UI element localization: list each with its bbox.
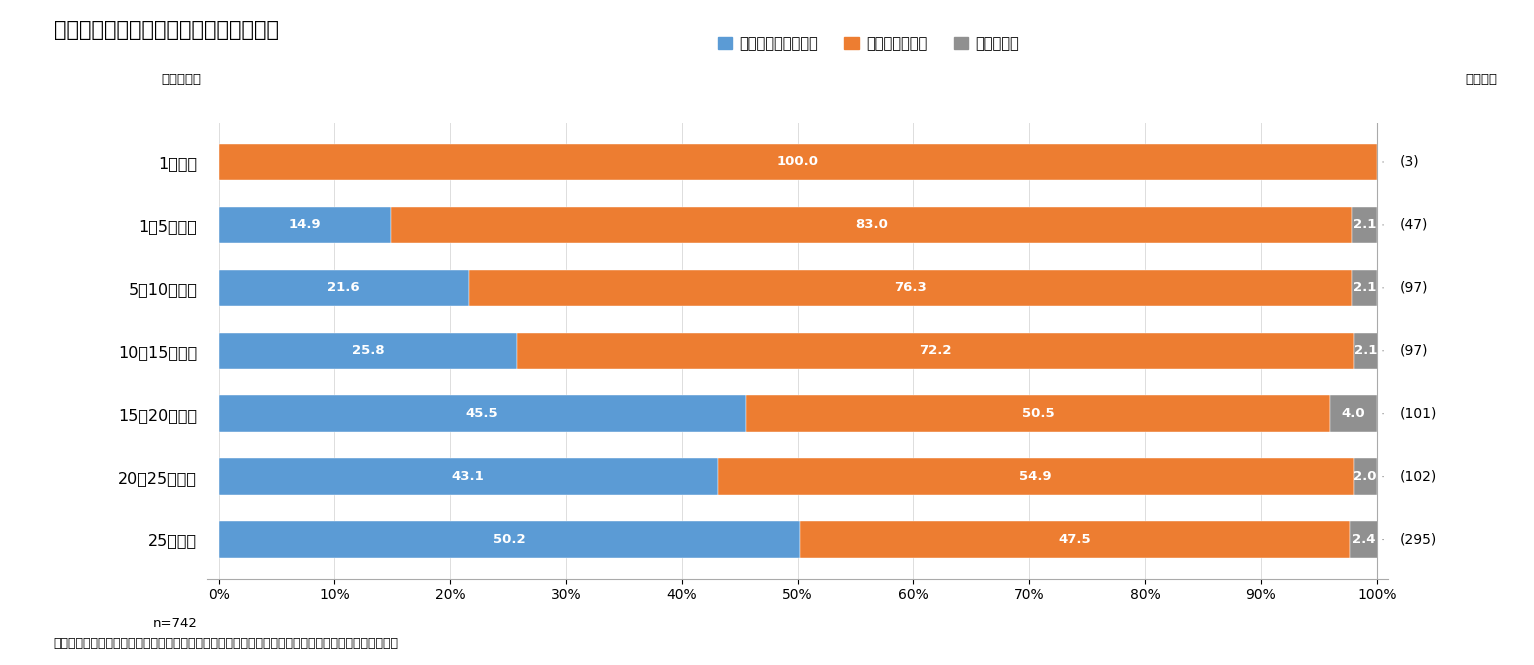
Bar	[219, 207, 391, 243]
Text: 21.6: 21.6	[327, 281, 360, 295]
Text: 2.1: 2.1	[1355, 344, 1378, 357]
Text: 2.4: 2.4	[1351, 533, 1376, 546]
Text: 100.0: 100.0	[776, 156, 819, 168]
Bar	[746, 396, 1330, 432]
Bar	[718, 458, 1353, 495]
Text: 47.5: 47.5	[1058, 533, 1091, 546]
Bar	[1330, 396, 1376, 432]
Text: 43.1: 43.1	[453, 470, 485, 483]
Text: (295): (295)	[1401, 533, 1437, 547]
Text: 図表１　筑年数別大規模修繕の実施実績: 図表１ 筑年数別大規模修繕の実施実績	[54, 20, 279, 40]
Text: 50.5: 50.5	[1022, 407, 1054, 420]
Bar	[1353, 332, 1378, 369]
Text: 2.0: 2.0	[1353, 470, 1378, 483]
Text: （件数）: （件数）	[1465, 73, 1497, 86]
Legend: 実施したことがある, 実施していない, 分からない: 実施したことがある, 実施していない, 分からない	[712, 30, 1025, 57]
Bar	[1353, 207, 1376, 243]
Text: (47): (47)	[1401, 218, 1428, 232]
Text: 72.2: 72.2	[919, 344, 951, 357]
Bar	[1350, 521, 1378, 558]
Text: 54.9: 54.9	[1019, 470, 1052, 483]
Text: (3): (3)	[1401, 155, 1419, 169]
Text: 76.3: 76.3	[894, 281, 927, 295]
Text: 25.8: 25.8	[351, 344, 385, 357]
Text: （筑年数）: （筑年数）	[161, 73, 201, 86]
Bar	[219, 144, 1376, 180]
Bar	[219, 269, 469, 306]
Text: 2.1: 2.1	[1353, 218, 1376, 231]
Bar	[469, 269, 1353, 306]
Bar	[219, 521, 801, 558]
Bar	[219, 396, 746, 432]
Bar	[801, 521, 1350, 558]
Text: n=742: n=742	[153, 617, 198, 630]
Text: 45.5: 45.5	[466, 407, 499, 420]
Bar	[219, 332, 517, 369]
Bar	[517, 332, 1353, 369]
Bar	[391, 207, 1353, 243]
Text: （資料）「賃貸住宅市場の動向と将来予測（展望）　調査報告書」（一般財団法人住宅改良開発公社）: （資料）「賃貸住宅市場の動向と将来予測（展望） 調査報告書」（一般財団法人住宅改…	[54, 637, 399, 650]
Bar	[219, 458, 718, 495]
Text: 2.1: 2.1	[1353, 281, 1376, 295]
Text: 14.9: 14.9	[288, 218, 321, 231]
Text: 4.0: 4.0	[1342, 407, 1365, 420]
Text: 50.2: 50.2	[492, 533, 526, 546]
Text: 83.0: 83.0	[856, 218, 888, 231]
Text: (102): (102)	[1401, 469, 1437, 483]
Text: (97): (97)	[1401, 344, 1428, 358]
Bar	[1353, 458, 1376, 495]
Bar	[1353, 269, 1376, 306]
Text: (101): (101)	[1401, 407, 1437, 421]
Text: (97): (97)	[1401, 281, 1428, 295]
